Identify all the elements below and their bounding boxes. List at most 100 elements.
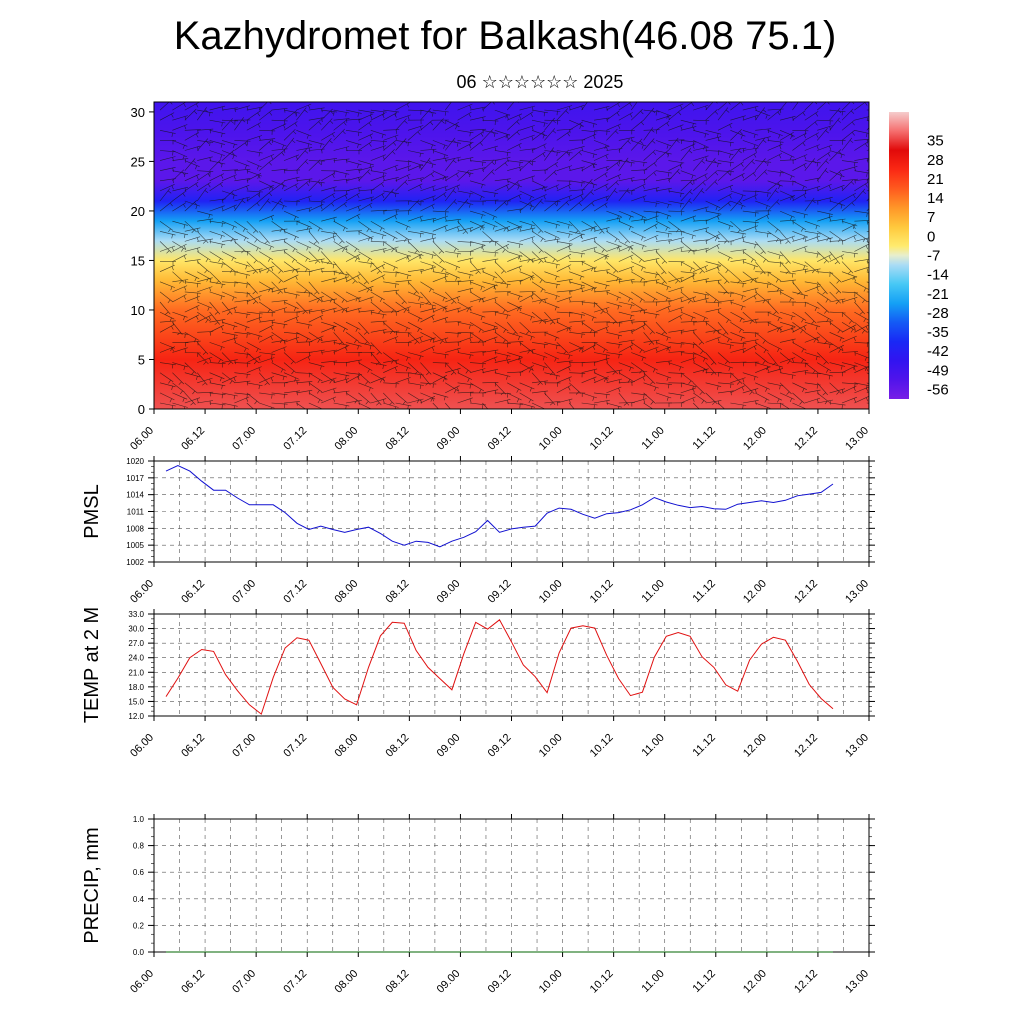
wind-barb xyxy=(420,301,436,307)
wind-barb-feather xyxy=(601,249,605,253)
wind-barb-feather xyxy=(538,250,542,254)
series-line xyxy=(165,619,834,715)
wind-barb-feather xyxy=(639,369,643,374)
wind-barb-feather xyxy=(207,173,211,178)
wind-barb xyxy=(569,193,584,202)
wind-barb xyxy=(184,129,201,131)
wind-barb-feather xyxy=(305,161,309,165)
wind-barb xyxy=(358,362,373,371)
wind-barb-feather xyxy=(329,140,333,144)
wind-barb xyxy=(655,261,667,274)
wind-barb-feather xyxy=(604,144,607,149)
wind-barb xyxy=(358,296,374,303)
wind-barb xyxy=(755,362,771,368)
wind-barb-feather xyxy=(246,333,248,338)
wind-barb xyxy=(754,158,766,171)
wind-barb-feather xyxy=(803,194,806,199)
wind-barb-feather xyxy=(368,387,371,392)
wind-barb-feather xyxy=(876,379,878,382)
wind-barb xyxy=(234,178,251,182)
wind-barb xyxy=(420,372,431,386)
wind-barb-feather xyxy=(592,396,595,401)
wind-barb xyxy=(854,281,869,290)
wind-barb xyxy=(407,269,424,272)
wind-barb xyxy=(246,192,261,202)
wind-barb xyxy=(296,389,313,394)
wind-barb xyxy=(345,230,363,232)
wind-barb-feather xyxy=(723,291,727,295)
wind-barb-feather xyxy=(828,185,831,190)
wind-barb xyxy=(184,102,199,111)
wind-barb xyxy=(631,320,648,323)
wind-barb xyxy=(841,385,857,394)
wind-barb xyxy=(333,178,350,182)
wind-barb-feather xyxy=(220,183,223,188)
wind-barb xyxy=(482,336,498,343)
wind-barb-feather xyxy=(284,239,286,244)
wind-barb-feather xyxy=(343,122,347,126)
wind-barb xyxy=(469,267,486,272)
wind-barb-feather xyxy=(395,165,398,170)
wind-barb-feather xyxy=(329,379,333,384)
wind-barb xyxy=(321,270,338,272)
wind-barb xyxy=(841,276,858,283)
wind-barb xyxy=(159,184,175,192)
wind-barb xyxy=(469,180,486,186)
wind-barb xyxy=(779,190,795,198)
wind-barb xyxy=(569,311,585,316)
wind-barb-feather xyxy=(382,314,384,319)
wind-barb xyxy=(779,311,796,318)
wind-barb xyxy=(321,131,336,141)
wind-barb xyxy=(792,324,807,333)
wind-barb xyxy=(172,243,187,252)
wind-barb xyxy=(308,159,321,171)
wind-barb xyxy=(767,352,778,366)
wind-barb xyxy=(829,291,842,304)
wind-barb xyxy=(395,402,412,407)
wind-barb-feather xyxy=(444,338,447,343)
wind-barb-feather xyxy=(591,287,594,292)
wind-barb xyxy=(581,178,593,192)
wind-barb xyxy=(259,261,272,273)
wind-barb xyxy=(159,320,176,323)
x-tick-label: 07.00 xyxy=(230,732,258,760)
wind-barb-feather xyxy=(205,258,209,263)
wind-barb-feather xyxy=(167,190,172,194)
wind-barb xyxy=(445,121,460,131)
wind-barb xyxy=(693,291,709,296)
wind-barb-feather xyxy=(629,113,633,118)
wind-barb xyxy=(519,160,536,162)
wind-barb-feather xyxy=(797,291,801,295)
wind-barb xyxy=(172,372,185,385)
wind-barb-feather xyxy=(816,253,818,258)
wind-barb-feather xyxy=(628,226,631,231)
wind-barb-feather xyxy=(540,200,544,204)
wind-barb xyxy=(221,107,238,111)
wind-barb-feather xyxy=(705,147,708,152)
wind-barb xyxy=(593,392,610,396)
x-tick-label: 12.00 xyxy=(741,425,769,453)
wind-barb xyxy=(494,243,510,252)
wind-barb-feather xyxy=(641,266,644,271)
wind-barb-feather xyxy=(853,365,855,370)
wind-barb-feather xyxy=(470,157,472,162)
wind-barb-feather xyxy=(879,165,881,169)
wind-barb-feather xyxy=(713,330,717,334)
y-tick-label: 15.0 xyxy=(128,697,144,706)
wind-barb xyxy=(655,281,672,288)
wind-barb-feather xyxy=(705,207,708,212)
wind-barb-feather xyxy=(428,110,433,114)
colorbar-label: -42 xyxy=(927,343,949,360)
wind-barb-feather xyxy=(537,382,541,386)
wind-barb xyxy=(259,214,275,222)
wind-barb-feather xyxy=(704,266,707,271)
wind-barb-feather xyxy=(688,150,693,154)
wind-barb xyxy=(395,321,411,330)
wind-barb xyxy=(296,207,313,212)
wind-barb xyxy=(829,218,846,222)
wind-barb-feather xyxy=(543,112,546,117)
wind-barb xyxy=(333,118,350,121)
wind-barb-feather xyxy=(221,284,223,289)
wind-barb-feather xyxy=(825,160,829,164)
wind-barb xyxy=(333,231,345,244)
